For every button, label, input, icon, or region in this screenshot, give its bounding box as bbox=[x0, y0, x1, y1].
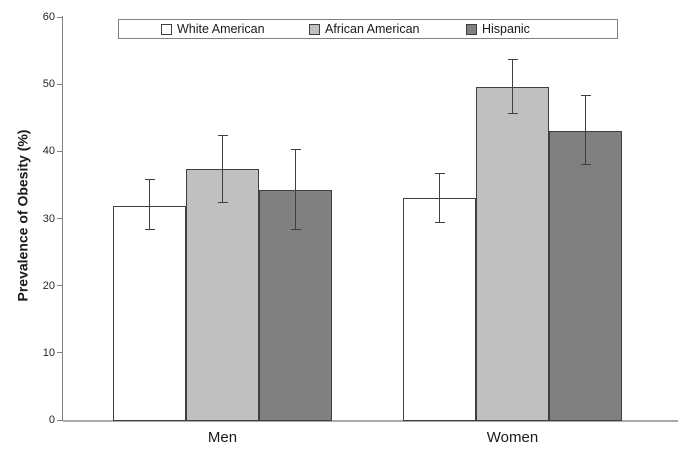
error-bar-cap-bottom bbox=[434, 221, 445, 223]
error-bar-cap-top bbox=[507, 59, 518, 61]
error-bar-women-hispanic bbox=[585, 94, 586, 165]
error-bar-men-white-american bbox=[149, 178, 150, 230]
legend-swatch-african-american bbox=[309, 23, 320, 35]
error-bar-cap-bottom bbox=[217, 202, 228, 204]
legend-item-african-american: African American bbox=[309, 22, 419, 36]
x-axis-label-women: Women bbox=[486, 429, 539, 446]
error-bar-cap-bottom bbox=[290, 228, 301, 230]
y-axis-tick bbox=[57, 218, 63, 219]
y-axis-tick-label: 60 bbox=[42, 11, 55, 23]
error-bar-cap-top bbox=[434, 173, 445, 175]
bar-women-white-american bbox=[403, 198, 476, 421]
error-bar-cap-bottom bbox=[507, 113, 518, 115]
x-axis-label-men: Men bbox=[207, 429, 238, 446]
bar-women-hispanic bbox=[549, 131, 622, 421]
error-bar-women-african-american bbox=[512, 59, 513, 115]
legend-item-white-american: White American bbox=[161, 22, 265, 36]
y-axis-tick-label: 40 bbox=[42, 145, 55, 158]
y-axis-tick bbox=[57, 419, 63, 421]
y-axis-tick-label: 30 bbox=[42, 212, 55, 225]
y-axis-tick bbox=[57, 285, 63, 287]
legend-label-african-american: African American bbox=[325, 22, 420, 36]
y-axis-tick bbox=[57, 16, 63, 18]
legend: White American African American Hispanic bbox=[118, 19, 618, 39]
error-bar-cap-bottom bbox=[144, 228, 155, 230]
error-bar-cap-top bbox=[290, 148, 301, 150]
y-axis-tick bbox=[57, 352, 63, 354]
y-axis-tick-label: 0 bbox=[48, 414, 55, 426]
error-bar-men-hispanic bbox=[295, 148, 296, 230]
y-axis-tick bbox=[57, 83, 63, 85]
y-axis-tick-label: 20 bbox=[42, 279, 55, 292]
legend-label-hispanic: Hispanic bbox=[482, 22, 530, 36]
bar-men-white-american bbox=[113, 205, 186, 421]
legend-swatch-hispanic bbox=[466, 23, 477, 35]
bar-women-african-american bbox=[476, 86, 549, 421]
legend-swatch-white-american bbox=[161, 23, 172, 35]
legend-label-white-american: White American bbox=[177, 22, 265, 36]
error-bar-cap-top bbox=[217, 134, 228, 136]
error-bar-women-white-american bbox=[439, 173, 440, 223]
error-bar-men-african-american bbox=[222, 134, 223, 204]
error-bar-cap-bottom bbox=[580, 163, 591, 165]
y-axis-tick bbox=[57, 150, 63, 152]
y-axis-tick-label: 10 bbox=[42, 346, 55, 359]
x-axis bbox=[63, 420, 678, 422]
legend-item-hispanic: Hispanic bbox=[466, 22, 530, 36]
error-bar-cap-top bbox=[144, 178, 155, 180]
bar-men-african-american bbox=[186, 169, 259, 421]
y-axis-tick-label: 50 bbox=[42, 78, 55, 91]
error-bar-cap-top bbox=[580, 94, 591, 96]
